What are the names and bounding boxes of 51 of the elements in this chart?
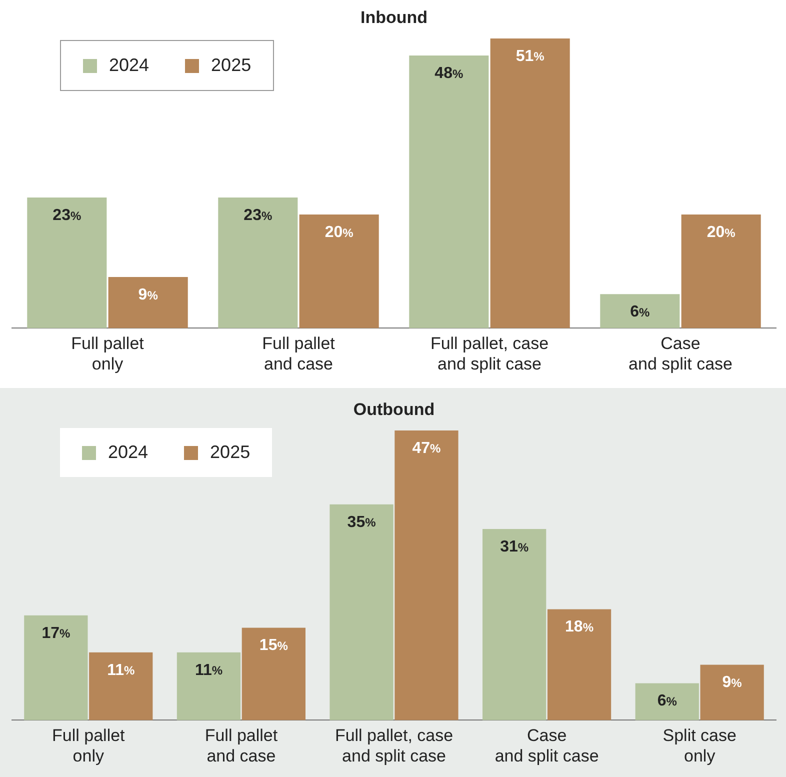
x-tick-label: Case and split case: [628, 334, 732, 374]
data-label: 47%: [412, 440, 442, 457]
bar: [681, 214, 761, 328]
data-label: 11%: [194, 662, 223, 679]
chart-title: Outbound: [353, 400, 435, 419]
bar: [330, 504, 394, 720]
data-label: 51%: [516, 48, 545, 65]
bar: [700, 664, 764, 720]
bar: [635, 683, 699, 720]
data-label: 23%: [244, 206, 272, 224]
bar: [176, 652, 241, 720]
x-tick-label: Full pallet, case and split case: [430, 334, 549, 374]
bar: [409, 55, 489, 328]
data-label: 6%: [630, 304, 650, 321]
data-label: 9%: [722, 674, 742, 692]
data-label: 20%: [324, 224, 354, 241]
bar: [482, 529, 546, 720]
data-label: 15%: [259, 637, 288, 654]
bar: [299, 214, 379, 328]
x-tick-label: Case and split case: [494, 726, 599, 766]
legend-label: 2024: [108, 442, 148, 463]
x-tick-label: Full pallet only: [71, 334, 144, 374]
legend-label: 2025: [210, 442, 250, 463]
data-label: 17%: [42, 624, 70, 642]
data-label: 35%: [347, 514, 376, 531]
data-label: 11%: [107, 662, 135, 679]
data-label: 23%: [52, 206, 82, 224]
x-tick-label: Full pallet, case and split case: [334, 726, 454, 766]
x-tick-label: Full pallet only: [52, 726, 126, 766]
bar: [394, 430, 458, 720]
x-tick-label: Full pallet and case: [204, 726, 278, 766]
bar: [547, 609, 612, 720]
bar: [218, 198, 298, 328]
data-label: 20%: [706, 224, 736, 241]
x-tick-label: Full pallet and case: [262, 334, 336, 374]
data-label: 18%: [565, 618, 594, 636]
bar: [600, 294, 680, 328]
bar: [108, 277, 188, 328]
bar: [242, 628, 306, 720]
bar: [27, 198, 107, 328]
legend-label: 2025: [211, 55, 252, 76]
data-label: 6%: [657, 692, 678, 710]
data-label: 48%: [434, 64, 464, 82]
legend-label: 2024: [109, 55, 150, 76]
bar: [89, 652, 153, 720]
bar: [490, 38, 570, 328]
data-label: 9%: [138, 286, 158, 304]
x-tick-label: Split case only: [662, 726, 736, 766]
bar: [24, 615, 88, 720]
data-label: 31%: [500, 538, 529, 556]
chart-title: Inbound: [360, 8, 428, 27]
